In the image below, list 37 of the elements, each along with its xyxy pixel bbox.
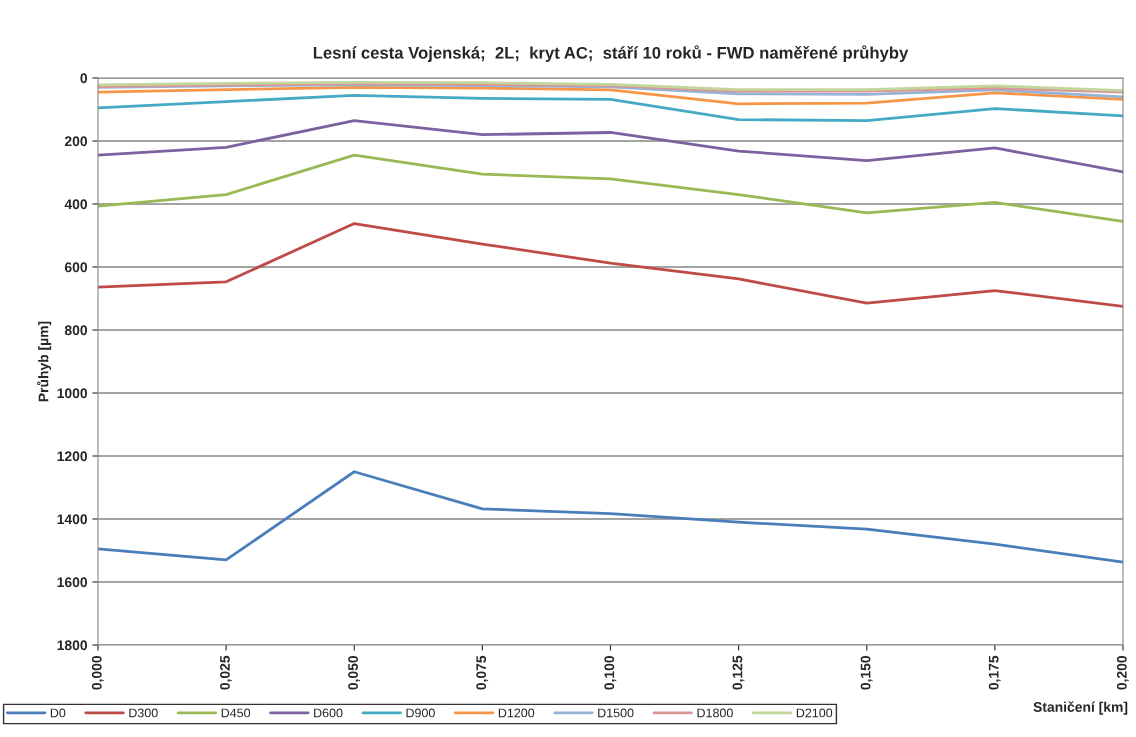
y-tick-label: 1600 [57, 577, 88, 588]
legend-label: D900 [406, 708, 435, 718]
y-tick-label: 200 [64, 136, 88, 147]
x-tick-label: 0,025 [220, 655, 232, 690]
line-series [98, 222, 1123, 308]
y-tick-label: 1800 [57, 640, 88, 651]
y-tick-label: 400 [64, 199, 88, 210]
x-axis-title: Staničení [km] [1033, 701, 1128, 715]
legend-label: D1800 [697, 708, 733, 718]
y-tick-label: 800 [64, 325, 88, 336]
line-series [98, 153, 1123, 223]
y-tick-label: 0 [80, 73, 88, 84]
x-tick-label: 0,050 [348, 655, 360, 690]
legend-label: D1500 [598, 708, 634, 718]
line-series [98, 86, 1123, 106]
legend-label: D2100 [796, 708, 833, 718]
chart-title: Lesní cesta Vojenská; 2L; kryt AC; stáří 10 roků - FWD naměřené průhyby [313, 45, 909, 63]
x-tick-label: 0,125 [732, 655, 745, 690]
line-series [98, 119, 1123, 174]
y-axis-title: Průhyb [µm] [37, 321, 52, 402]
line-series [98, 93, 1123, 122]
y-tick-label: 600 [64, 262, 88, 273]
x-tick-label: 0,100 [604, 655, 617, 690]
x-tick-label: 0,150 [860, 655, 873, 690]
legend-label: D1200 [498, 708, 535, 718]
line-series [98, 470, 1123, 564]
legend-label: D450 [221, 708, 251, 718]
x-tick-label: 0,000 [91, 655, 104, 690]
x-tick-label: 0,175 [988, 655, 1001, 690]
x-tick-label: 0,200 [1116, 655, 1129, 690]
y-tick-label: 1200 [57, 451, 88, 462]
y-tick-label: 1400 [57, 514, 88, 525]
legend-label: D600 [314, 708, 343, 718]
legend-label: D300 [129, 708, 158, 718]
y-tick-label: 1000 [57, 388, 88, 399]
legend-label: D0 [50, 708, 66, 718]
x-tick-label: 0,075 [476, 655, 489, 690]
